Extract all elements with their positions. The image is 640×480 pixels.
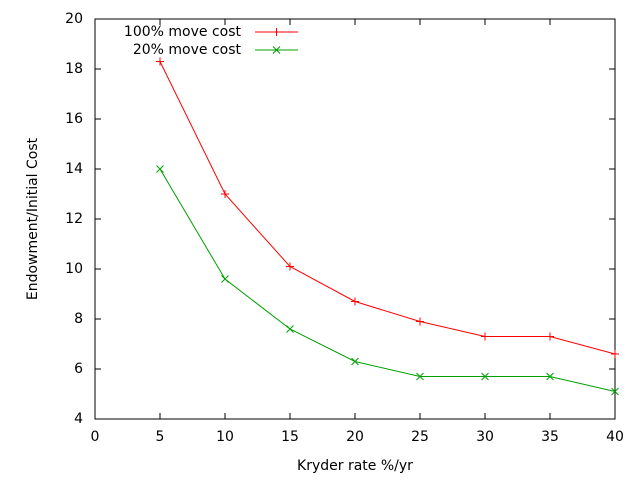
series-line — [159, 168, 616, 392]
point-marker — [611, 387, 619, 396]
point-marker — [351, 357, 359, 366]
point-marker — [416, 317, 424, 326]
x-tick-label: 40 — [606, 429, 624, 445]
legend-label: 100% move cost — [124, 24, 242, 40]
point-marker — [546, 332, 554, 341]
y-tick-label: 14 — [65, 161, 83, 177]
point-marker — [481, 372, 489, 381]
x-tick-label: 5 — [156, 429, 165, 445]
y-tick-label: 4 — [74, 411, 83, 427]
x-tick-label: 10 — [216, 429, 234, 445]
x-tick-label: 35 — [541, 429, 559, 445]
legend-label: 20% move cost — [133, 42, 242, 58]
point-marker — [286, 325, 294, 333]
series-line — [159, 61, 616, 355]
x-tick-label: 25 — [411, 429, 429, 445]
point-marker — [351, 297, 359, 306]
point-marker — [221, 275, 229, 283]
y-tick-label: 20 — [65, 11, 83, 27]
point-marker — [546, 372, 554, 381]
point-marker — [416, 372, 424, 381]
y-tick-label: 18 — [65, 61, 83, 77]
point-marker — [156, 165, 164, 173]
legend-marker — [272, 28, 281, 36]
point-marker — [156, 57, 164, 66]
point-marker — [481, 332, 489, 341]
y-tick-label: 16 — [65, 111, 83, 127]
y-tick-label: 8 — [74, 311, 83, 327]
plot-frame — [94, 18, 616, 420]
point-marker — [221, 190, 229, 198]
point-marker — [611, 350, 619, 358]
y-axis-label: Endowment/Initial Cost — [25, 137, 41, 300]
point-marker — [286, 262, 294, 271]
x-axis-label: Kryder rate %/yr — [297, 458, 413, 474]
x-tick-label: 15 — [281, 429, 299, 445]
x-tick-label: 0 — [91, 429, 100, 445]
y-tick-label: 12 — [65, 211, 83, 227]
legend-marker — [272, 46, 281, 54]
x-tick-label: 30 — [476, 429, 494, 445]
y-tick-label: 6 — [74, 361, 83, 377]
y-tick-label: 10 — [65, 261, 83, 277]
x-tick-label: 20 — [346, 429, 364, 445]
